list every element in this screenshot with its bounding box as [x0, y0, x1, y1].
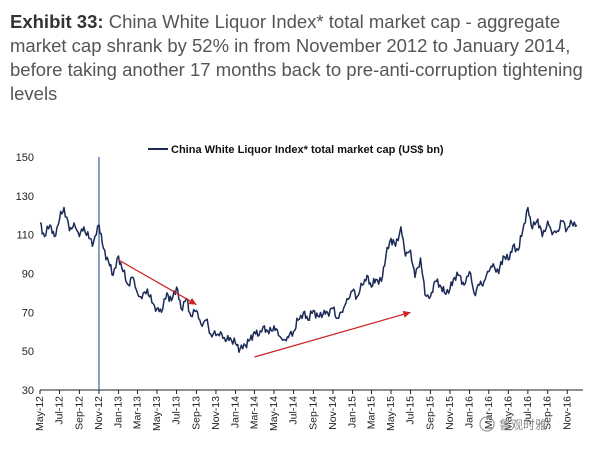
x-tick-label: Mar-13 [131, 396, 143, 429]
x-tick-label: Nov-13 [210, 396, 222, 430]
y-tick-label: 70 [22, 307, 34, 319]
watermark: 鲁观时雅 [479, 416, 547, 432]
annotation-arrows [118, 259, 411, 358]
x-tick-label: Jul-15 [405, 396, 417, 425]
x-tick-label: Sep-12 [73, 396, 85, 430]
x-tick-label: Mar-16 [483, 396, 495, 429]
y-tick-label: 50 [22, 346, 34, 358]
chart-legend: China White Liquor Index* total market c… [148, 144, 444, 156]
x-tick-label: May-16 [502, 396, 514, 431]
decline-arrow [118, 259, 197, 306]
x-tick-label: Mar-14 [248, 396, 260, 429]
series-line-market-cap [39, 206, 578, 353]
exhibit-text: China White Liquor Index* total market c… [10, 11, 583, 104]
x-tick-label: Jul-12 [54, 396, 66, 425]
x-tick-label: Jan-15 [347, 396, 359, 428]
x-tick-label: May-12 [34, 396, 46, 431]
x-tick-label: Sep-13 [190, 396, 202, 430]
legend-label: China White Liquor Index* total market c… [171, 144, 444, 156]
recovery-arrow [254, 310, 411, 358]
x-tick-label: Sep-14 [307, 396, 319, 430]
x-tick-label: Jul-13 [171, 396, 183, 425]
x-tick-label: May-13 [151, 396, 163, 431]
x-tick-label: Jul-14 [288, 396, 300, 425]
x-tick-label: Sep-16 [542, 396, 554, 430]
watermark-text: 鲁观时雅 [499, 417, 547, 432]
x-tick-label: Jul-16 [522, 396, 534, 425]
y-tick-label: 110 [16, 230, 34, 242]
x-tick-label: Sep-15 [424, 396, 436, 430]
exhibit-label: Exhibit 33: [10, 11, 104, 32]
exhibit-caption: Exhibit 33: China White Liquor Index* to… [10, 10, 595, 106]
x-tick-label: Mar-15 [365, 396, 377, 429]
x-tick-label: Jan-13 [113, 396, 125, 428]
x-tick-label: Nov-14 [327, 396, 339, 430]
x-tick-label: May-15 [385, 396, 397, 431]
x-tick-label: Nov-12 [93, 396, 105, 430]
y-tick-label: 130 [16, 191, 34, 203]
x-tick-label: Jan-14 [230, 396, 242, 428]
watermark-logo-icon [479, 416, 495, 432]
x-axis: May-12 Jul-12 Sep-12 Nov-12 Jan-13 Mar-13 May-… [34, 389, 583, 431]
x-tick-label: May-14 [268, 396, 280, 431]
y-tick-label: 90 [22, 269, 34, 281]
x-tick-label: Nov-15 [444, 396, 456, 430]
y-axis: 150 130 110 90 70 50 30 [16, 152, 34, 397]
y-tick-label: 30 [22, 385, 34, 397]
plot-area [39, 206, 578, 353]
x-tick-label: Nov-16 [561, 396, 573, 430]
y-tick-label: 150 [16, 152, 34, 164]
x-tick-label: Jan-16 [464, 396, 476, 428]
